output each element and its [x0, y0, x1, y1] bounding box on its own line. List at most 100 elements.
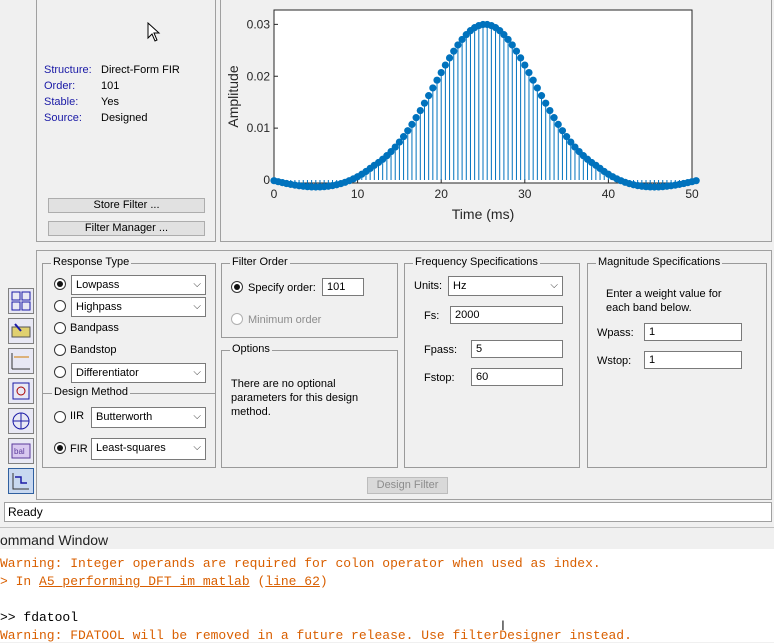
- chevron-down-icon: ⌵: [193, 279, 201, 290]
- chevron-down-icon: ⌵: [193, 367, 201, 378]
- fpass-input[interactable]: 5: [471, 340, 563, 358]
- transform-filter-tool-icon[interactable]: [8, 288, 34, 314]
- response-radio-highpass[interactable]: [54, 300, 66, 312]
- fs-input[interactable]: 2000: [450, 306, 563, 324]
- response-select-differentiator[interactable]: Differentiator ⌵: [71, 363, 206, 383]
- minimum-order-radio[interactable]: [231, 313, 243, 325]
- command-prompt-line: >> fdatool: [0, 610, 79, 625]
- units-label: Units:: [414, 280, 443, 292]
- response-radio-bandstop[interactable]: [54, 344, 66, 356]
- fpass-label: Fpass:: [424, 344, 458, 356]
- stem-marker: [441, 61, 449, 69]
- order-input[interactable]: 101: [322, 278, 364, 296]
- info-label: Structure:: [44, 64, 92, 76]
- y-tick-label: 0.02: [247, 69, 271, 83]
- stem-marker: [404, 127, 412, 135]
- stem-marker: [425, 92, 433, 100]
- response-radio-bandpass[interactable]: [54, 322, 66, 334]
- stem-marker: [408, 120, 416, 128]
- stem-marker: [420, 99, 429, 107]
- command-window[interactable]: [0, 549, 774, 642]
- fir-method-value: Least-squares: [96, 442, 166, 454]
- response-select-lowpass[interactable]: Lowpass ⌵: [71, 275, 206, 295]
- response-label-bandpass: Bandpass: [70, 322, 119, 334]
- response-select-value: Lowpass: [76, 279, 120, 291]
- create-multirate-filter-icon[interactable]: [8, 318, 34, 344]
- store-filter-button[interactable]: Store Filter ...: [48, 198, 205, 213]
- command-window-header: ommand Window: [0, 527, 774, 549]
- y-tick-label: 0.03: [247, 17, 271, 31]
- response-label-bandstop: Bandstop: [70, 344, 117, 356]
- wpass-input[interactable]: 1: [644, 323, 742, 341]
- stem-marker: [525, 68, 533, 77]
- specify-order-radio[interactable]: [231, 281, 243, 293]
- info-value: Designed: [101, 112, 148, 124]
- export-code-icon[interactable]: bal: [8, 438, 34, 464]
- stem-marker: [395, 138, 403, 146]
- stem-marker: [512, 47, 521, 55]
- realize-model-icon[interactable]: [8, 378, 34, 404]
- response-select-highpass[interactable]: Highpass ⌵: [71, 297, 206, 317]
- stem-marker: [692, 177, 700, 185]
- specify-order-label: Specify order:: [248, 282, 316, 294]
- magnitude-help-text: Enter a weight value for each band below…: [606, 288, 722, 314]
- stem-marker: [571, 143, 579, 151]
- info-label: Source:: [44, 112, 82, 124]
- iir-radio[interactable]: [54, 411, 66, 423]
- stack-trace-prefix: > In: [0, 574, 40, 589]
- filter-order-group: Filter Order: [221, 256, 398, 338]
- x-tick-label: 20: [435, 187, 449, 201]
- stem-marker: [554, 120, 562, 128]
- units-select[interactable]: Hz ⌵: [448, 276, 563, 296]
- response-radio-differentiator[interactable]: [54, 366, 66, 378]
- stem-marker: [529, 76, 537, 84]
- chevron-down-icon: ⌵: [193, 411, 201, 422]
- options-title: Options: [230, 343, 272, 355]
- stem-marker: [546, 106, 554, 115]
- info-label: Order:: [44, 80, 76, 92]
- fir-method-select[interactable]: Least-squares ⌵: [91, 438, 206, 460]
- stem-marker: [391, 143, 399, 151]
- filter-order-title: Filter Order: [230, 256, 290, 268]
- impulse-response-chart: 0 10 20 30 40 50 0 0.01 0.02 0.03 Time (ms) Amplitu…: [225, 9, 700, 222]
- filter-manager-button[interactable]: Filter Manager ...: [48, 221, 205, 236]
- import-filter-icon[interactable]: [8, 408, 34, 434]
- iir-label: IIR: [70, 410, 85, 422]
- y-axis-label: Amplitude: [225, 65, 241, 127]
- fstop-input[interactable]: 60: [471, 368, 563, 386]
- info-label: Stable:: [44, 96, 79, 108]
- script-link[interactable]: A5_performing_DFT_im_matlab: [39, 574, 250, 589]
- stem-marker: [508, 41, 516, 49]
- stem-marker: [387, 147, 395, 156]
- command-window-title: ommand Window: [0, 532, 109, 548]
- stem-marker: [521, 61, 529, 69]
- options-text: There are no optional parameters for thi…: [231, 378, 359, 418]
- chevron-down-icon: ⌵: [550, 280, 558, 291]
- stack-trace-end: ): [319, 574, 328, 589]
- chevron-down-icon: ⌵: [193, 442, 201, 453]
- line-link[interactable]: line 62: [265, 574, 320, 589]
- response-type-title: Response Type: [51, 256, 132, 268]
- iir-method-select[interactable]: Butterworth ⌵: [91, 407, 206, 428]
- stem-marker: [533, 84, 541, 92]
- warning-line-1: Warning: Integer operands are required f…: [0, 556, 601, 571]
- x-axis-label: Time (ms): [452, 206, 514, 222]
- frequency-specifications-group: Frequency Specifications: [404, 256, 580, 468]
- design-filter-button[interactable]: Design Filter: [367, 477, 448, 494]
- wstop-input[interactable]: 1: [644, 351, 742, 369]
- pole-zero-editor-icon[interactable]: [8, 348, 34, 374]
- response-radio-lowpass[interactable]: [54, 278, 66, 290]
- fir-radio[interactable]: [54, 442, 66, 454]
- y-tick-label: 0: [263, 173, 270, 187]
- x-tick-label: 50: [685, 187, 699, 201]
- design-filter-tool-icon[interactable]: [8, 468, 34, 494]
- svg-text:bal: bal: [14, 447, 25, 456]
- stem-marker: [558, 127, 567, 135]
- response-select-value: Highpass: [76, 301, 122, 313]
- stem-marker: [416, 106, 424, 115]
- stack-trace-line: > In A5_performing_DFT_im_matlab (line 6…: [0, 574, 328, 589]
- stem-marker: [567, 138, 575, 146]
- response-select-value: Differentiator: [76, 367, 139, 379]
- stem-marker: [429, 84, 437, 92]
- stem-marker: [454, 41, 462, 49]
